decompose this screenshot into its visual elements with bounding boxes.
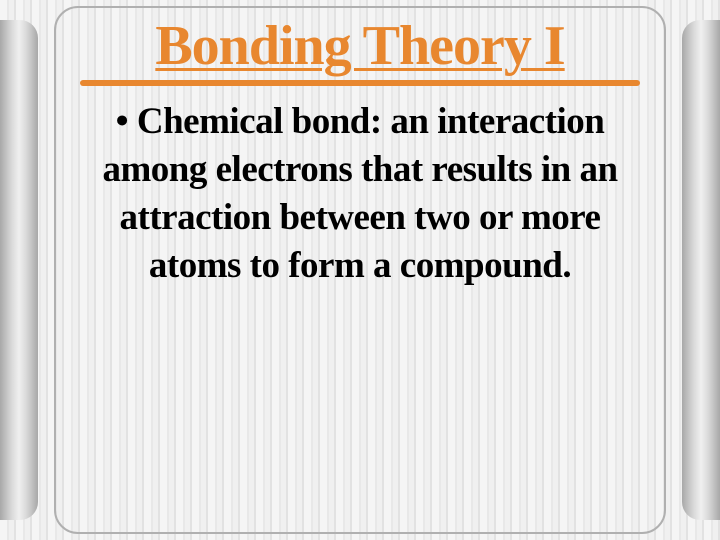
bullet-text-content: Chemical bond: an interaction among elec… [102, 101, 617, 286]
bullet-marker: • [116, 101, 128, 142]
title-container: Bonding Theory I [70, 14, 650, 86]
bullet-item: • Chemical bond: an interaction among el… [75, 98, 645, 290]
right-pillar-decoration [682, 20, 720, 520]
body-content: • Chemical bond: an interaction among el… [75, 98, 645, 290]
title-underline-bar [80, 80, 640, 86]
left-pillar-decoration [0, 20, 38, 520]
slide-title: Bonding Theory I [70, 14, 650, 78]
